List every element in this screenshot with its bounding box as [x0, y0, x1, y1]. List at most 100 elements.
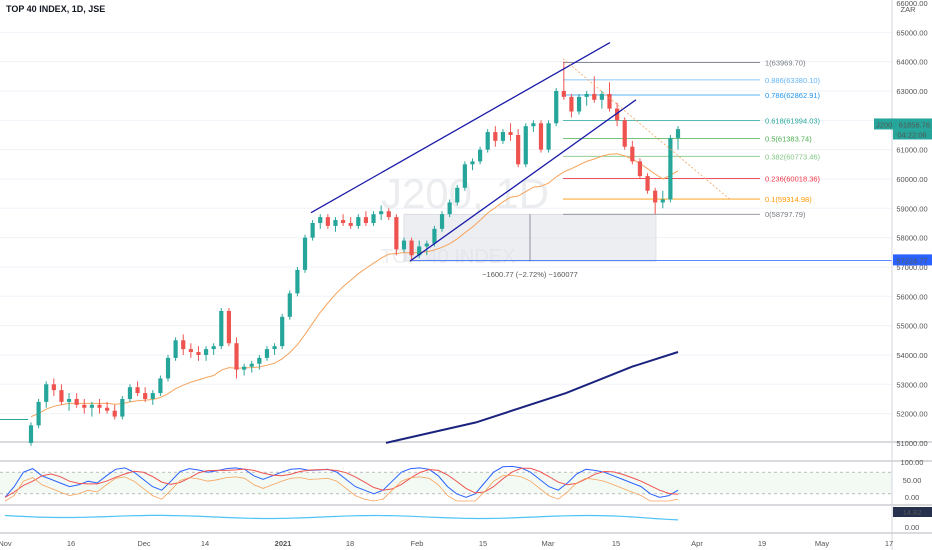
time-axis[interactable]: Nov 16 Dec 14 2021 18 Feb 15 Mar 15 Apr 19 May 17 — [0, 539, 893, 548]
sma-path — [385, 351, 679, 444]
candle-body — [112, 410, 117, 417]
time-tick-label: Feb — [411, 539, 424, 548]
price-tick-label: 60000.00 — [896, 175, 927, 184]
candle-body — [599, 93, 604, 100]
fib-level-label: 0.5(61383.74) — [765, 134, 812, 143]
candle-body — [333, 220, 338, 226]
candle-body — [637, 161, 643, 177]
candle-body — [523, 126, 528, 165]
time-tick-label: 15 — [612, 539, 620, 548]
price-tick-label: 54000.00 — [896, 351, 927, 360]
time-tick-label: 18 — [346, 539, 354, 548]
stochastic-rsi-pane[interactable]: 100.00 50.00 0.00 — [0, 458, 923, 502]
candle-body — [340, 220, 346, 223]
candle-body — [59, 390, 64, 402]
candle-body — [97, 404, 102, 408]
candle-body — [318, 217, 323, 223]
candle-body — [74, 398, 79, 405]
osc-d-line — [4, 467, 679, 498]
countdown-label: 04:22:06 — [897, 130, 926, 139]
time-tick-label: Dec — [137, 539, 151, 548]
candle-body — [485, 132, 490, 150]
last-price-value: 61858.76 — [899, 120, 930, 129]
candle-body — [394, 217, 399, 250]
osc-tick-label: 0.00 — [905, 493, 920, 502]
channel-upper-line — [310, 42, 611, 214]
candle-body — [158, 378, 163, 394]
candle-body — [295, 269, 300, 294]
candle-body — [576, 96, 582, 112]
candle-body — [554, 90, 559, 124]
candle-body — [348, 222, 353, 226]
time-tick-label: Mar — [542, 539, 555, 548]
candle-body — [424, 243, 429, 247]
price-tick-label: 59000.00 — [896, 204, 927, 213]
candle-body — [249, 363, 254, 367]
candle-body — [531, 123, 536, 127]
candle-body — [325, 217, 330, 226]
chart-title: TOP 40 INDEX, 1D, JSE — [6, 4, 105, 14]
price-tick-label: 55000.00 — [896, 322, 927, 331]
candle-body — [538, 123, 544, 150]
candle-body — [257, 357, 262, 364]
fib-level-label: 1(63969.70) — [765, 59, 806, 68]
candle-body — [615, 108, 620, 121]
candle-body — [675, 129, 681, 138]
fib-level-label: 0.236(60018.36) — [765, 174, 821, 183]
time-tick-label: 19 — [758, 539, 766, 548]
currency-label: ZAR — [901, 5, 917, 14]
candle-body — [105, 407, 110, 411]
candle-body — [455, 187, 460, 203]
time-tick-label: 2021 — [275, 539, 292, 548]
osc-extra-line — [4, 474, 679, 502]
candle-body — [226, 310, 232, 344]
candle-body — [51, 384, 56, 391]
time-tick-label: Apr — [691, 539, 703, 548]
candle-body — [379, 211, 384, 215]
candles[interactable] — [0, 61, 681, 446]
candle-body — [668, 137, 673, 200]
price-tick-label: 58000.00 — [896, 234, 927, 243]
measure-label: −1600.77 (−2.72%) −160077 — [482, 270, 578, 279]
candle-body — [66, 398, 72, 402]
price-tick-label: 56000.00 — [896, 292, 927, 301]
trend-channel[interactable] — [310, 42, 731, 262]
candle-body — [569, 96, 574, 112]
fib-level-label: 0(58797.79) — [765, 210, 806, 219]
price-tick-label: 65000.00 — [896, 28, 927, 37]
candle-body — [493, 132, 498, 141]
osc-tick-label: 50.00 — [903, 476, 922, 485]
price-tick-label: 61000.00 — [896, 146, 927, 155]
sma-200-line — [385, 351, 679, 444]
fibonacci-retracement[interactable]: 1(63969.70) 0.886(63380.10) 0.786(62862.91… — [410, 59, 892, 261]
candle-body — [150, 393, 155, 399]
time-tick-label: 16 — [67, 539, 75, 548]
adx-pane[interactable]: 14.82 0.00 — [4, 507, 932, 532]
osc-tick-label: 100.00 — [901, 458, 924, 467]
candle-body — [143, 393, 148, 399]
candle-body — [173, 340, 178, 358]
adx-tick-label: 0.00 — [905, 523, 920, 532]
candle-body — [188, 349, 193, 353]
candle-body — [234, 343, 239, 370]
candle-body — [280, 316, 285, 347]
candle-body — [660, 199, 665, 203]
adx-line — [4, 514, 679, 521]
price-tick-label: 53000.00 — [896, 380, 927, 389]
candle-body — [584, 93, 589, 97]
candle-body — [622, 120, 627, 147]
candle-body — [203, 349, 209, 355]
candle-body — [219, 310, 224, 347]
candle-body — [211, 346, 216, 350]
adx-value-badge — [893, 507, 932, 517]
fib-level-label: 0.382(60773.46) — [765, 152, 821, 161]
countdown-badge — [893, 129, 932, 140]
candle-body — [310, 222, 315, 238]
candle-body — [630, 146, 635, 162]
fib-level-label: 0.618(61994.03) — [765, 116, 821, 125]
price-axis[interactable]: 66000.0065000.0064000.0063000.0062000.00… — [874, 0, 932, 550]
candle-body — [44, 384, 49, 402]
adx-value-label: 14.82 — [903, 508, 922, 517]
time-tick-label: May — [815, 539, 829, 548]
